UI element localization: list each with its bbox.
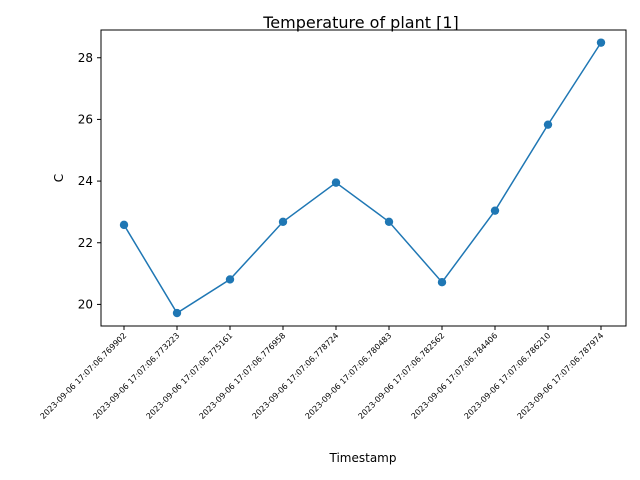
x-tick-label: 2023-09-06 17:07:06.786210 — [463, 331, 553, 421]
data-point — [437, 278, 447, 287]
x-tick-label: 2023-09-06 17:07:06.780483 — [304, 331, 394, 421]
plot-area-frame — [100, 29, 627, 327]
data-point — [278, 217, 288, 226]
x-tick-label: 2023-09-06 17:07:06.776958 — [198, 331, 288, 421]
y-tick-label: 20 — [78, 297, 93, 311]
x-tick-label: 2023-09-06 17:07:06.773223 — [92, 331, 182, 421]
data-point — [384, 217, 394, 226]
y-tick-label: 28 — [78, 51, 93, 65]
data-point — [225, 275, 235, 284]
x-tick-label: 2023-09-06 17:07:06.782562 — [357, 331, 447, 421]
x-tick-label: 2023-09-06 17:07:06.778724 — [251, 331, 341, 421]
series-markers — [119, 38, 606, 318]
data-point — [172, 308, 182, 318]
series-line — [123, 42, 602, 315]
data-point — [543, 120, 553, 129]
data-point — [119, 220, 129, 230]
x-tick-label: 2023-09-06 17:07:06.769902 — [39, 331, 129, 421]
x-axis-label: Timestamp — [329, 451, 397, 465]
data-point — [490, 206, 500, 215]
y-axis: 20 22 24 26 28 — [78, 51, 101, 311]
y-tick-label: 26 — [78, 112, 93, 126]
y-tick-label: 22 — [78, 236, 93, 250]
x-tick-label: 2023-09-06 17:07:06.775161 — [145, 331, 235, 421]
y-axis-label: C — [52, 174, 66, 182]
data-point — [331, 178, 341, 187]
y-tick-label: 24 — [78, 174, 93, 188]
x-tick-label: 2023-09-06 17:07:06.787974 — [516, 331, 606, 421]
x-tick-label: 2023-09-06 17:07:06.784406 — [410, 331, 500, 421]
data-point — [596, 38, 606, 47]
chart-title: Temperature of plant [1] — [262, 13, 459, 32]
